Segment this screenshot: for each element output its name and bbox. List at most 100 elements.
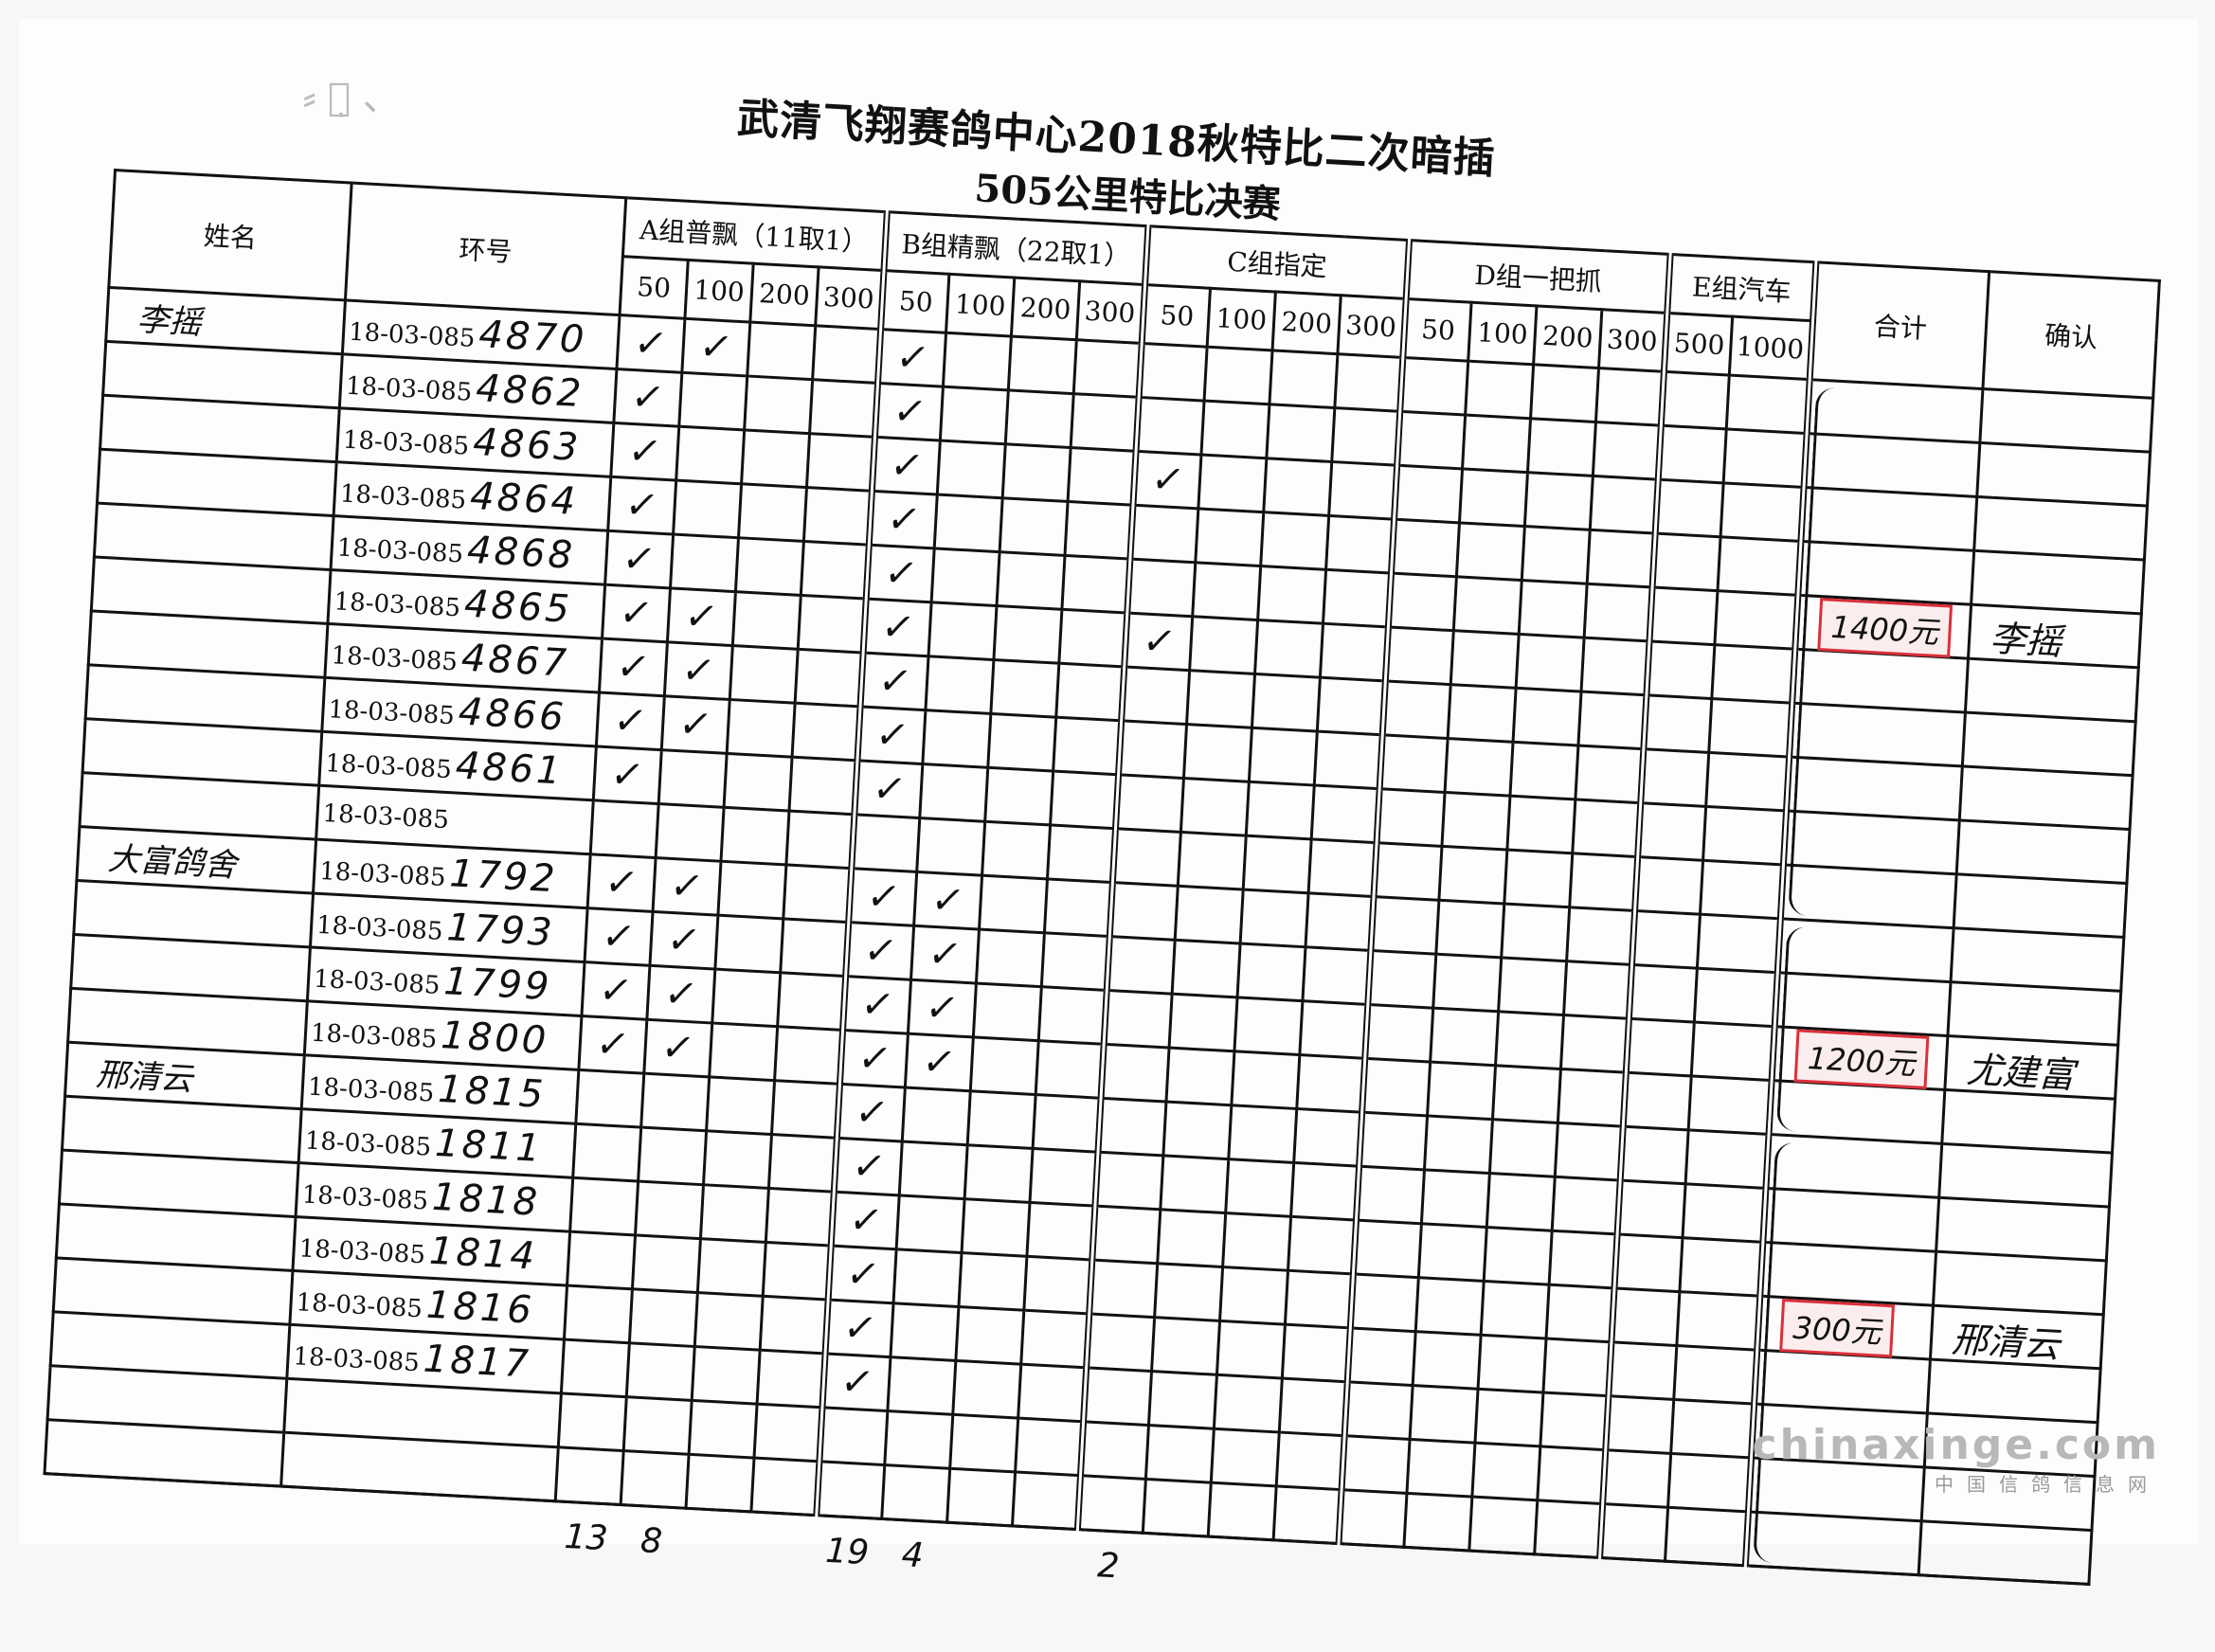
cell-a50: ✓ <box>610 422 679 481</box>
cell-c300 <box>1303 946 1371 1005</box>
cell-d100 <box>1427 1062 1496 1120</box>
scanned-page: ⸗ 卜̣ 、 武清飞翔赛鸽中心2018秋特比二次暗插 505公里特比决赛 姓名环… <box>19 19 2198 1586</box>
cell-d300 <box>1572 799 1641 857</box>
check-mark-icon: ✓ <box>892 335 933 381</box>
ring-suffix-handwritten: 1817 <box>422 1337 532 1387</box>
column-total-c50: 2 <box>1096 1545 1121 1587</box>
check-mark-icon: ✓ <box>887 443 927 489</box>
check-mark-icon: ✓ <box>666 864 708 909</box>
cell-d100 <box>1448 684 1517 743</box>
cell-b200 <box>952 1360 1021 1419</box>
cell-b300 <box>1044 878 1113 937</box>
cell-e500 <box>1623 1072 1692 1130</box>
cell-c200 <box>1231 1050 1300 1109</box>
cell-c50 <box>1115 774 1184 833</box>
column-total-d200 <box>1466 1551 1535 1622</box>
confirm-cell <box>1936 1197 2110 1261</box>
cell-c100 <box>1145 1425 1215 1483</box>
cell-c200 <box>1234 997 1304 1055</box>
cell-a200 <box>732 591 801 650</box>
cell-b300 <box>1055 663 1125 721</box>
check-mark-icon: ✓ <box>675 702 716 747</box>
cell-a100: ✓ <box>664 641 733 700</box>
cell-b50: ✓ <box>848 868 917 926</box>
check-mark-icon: ✓ <box>695 324 737 370</box>
total-cell <box>1753 1134 1942 1563</box>
cell-b100 <box>893 1248 963 1307</box>
cell-b300 <box>1041 932 1110 991</box>
check-mark-icon: ✓ <box>681 594 722 639</box>
check-mark-icon: ✓ <box>663 918 705 963</box>
cell-b100 <box>922 709 991 768</box>
cell-b300 <box>1047 824 1116 883</box>
cell-d50 <box>1377 788 1446 847</box>
cell-c200 <box>1216 1320 1286 1379</box>
ring-suffix-handwritten: 4867 <box>459 636 570 686</box>
cell-a50: ✓ <box>616 314 685 373</box>
cell-b200 <box>981 821 1051 879</box>
ring-suffix-handwritten: 1792 <box>448 852 559 902</box>
cell-d300 <box>1578 691 1648 749</box>
cell-e1000 <box>1726 375 1810 434</box>
cell-d200 <box>1513 688 1582 745</box>
header-distance-e1000: 1000 <box>1729 316 1813 380</box>
cell-c100 <box>1195 508 1264 566</box>
cell-a50 <box>572 1123 641 1181</box>
cell-a100: ✓ <box>681 318 750 376</box>
cell-a100 <box>621 1450 690 1509</box>
cell-c300 <box>1323 569 1392 627</box>
cell-c100 <box>1160 1155 1229 1213</box>
cell-c300 <box>1279 1378 1348 1436</box>
cell-e1000 <box>1723 428 1808 488</box>
header-distance-d200: 200 <box>1533 305 1602 368</box>
check-mark-icon: ✓ <box>592 1022 634 1068</box>
cell-c100 <box>1180 778 1250 836</box>
cell-d300 <box>1590 476 1659 534</box>
cell-c200 <box>1266 404 1335 462</box>
ring-suffix-handwritten: 4866 <box>457 690 567 740</box>
cell-b100 <box>891 1302 959 1361</box>
ring-prefix: 18-03-085 <box>297 1234 426 1270</box>
cell-c200 <box>1208 1482 1277 1540</box>
cell-a50 <box>561 1339 630 1397</box>
cell-d50 <box>1367 950 1436 1009</box>
cell-e1000 <box>1714 590 1798 650</box>
cell-c100 <box>1178 832 1247 890</box>
cell-b300 <box>1035 1040 1105 1099</box>
cell-b100: ✓ <box>905 1033 974 1091</box>
cell-d100 <box>1424 1115 1493 1174</box>
confirm-cell <box>1965 658 2139 722</box>
cell-b200 <box>949 1414 1018 1472</box>
cell-d200 <box>1486 1173 1556 1231</box>
cell-d100 <box>1465 361 1534 419</box>
cell-b300 <box>1071 393 1140 452</box>
cell-d200 <box>1527 418 1596 476</box>
cell-d300 <box>1595 368 1665 426</box>
cell-b300 <box>1073 339 1143 398</box>
cell-e500 <box>1620 1126 1689 1184</box>
cell-a200 <box>692 1346 761 1405</box>
header-distance-d100: 100 <box>1468 302 1538 365</box>
cell-b50: ✓ <box>825 1300 894 1357</box>
cell-d100 <box>1438 846 1507 905</box>
cell-c300 <box>1282 1324 1351 1382</box>
cell-c50 <box>1080 1421 1149 1480</box>
cell-a300 <box>768 1134 837 1193</box>
cell-b50: ✓ <box>842 976 911 1034</box>
cell-a50 <box>567 1231 636 1289</box>
confirm-cell <box>1948 981 2121 1046</box>
cell-c100 <box>1154 1263 1223 1321</box>
cell-c300 <box>1299 1000 1368 1059</box>
cell-e500 <box>1640 748 1709 807</box>
cell-b300 <box>1050 771 1119 829</box>
cell-e1000 <box>1676 1291 1760 1351</box>
cell-d100 <box>1430 1008 1499 1066</box>
column-total-b200 <box>944 1522 1013 1593</box>
cell-c50 <box>1098 1098 1167 1156</box>
cell-a100 <box>632 1234 701 1293</box>
cell-a200 <box>735 537 804 596</box>
cell-b200 <box>979 875 1048 933</box>
cell-a200 <box>714 915 783 973</box>
cell-d100 <box>1453 576 1522 635</box>
cell-a300 <box>795 649 864 707</box>
